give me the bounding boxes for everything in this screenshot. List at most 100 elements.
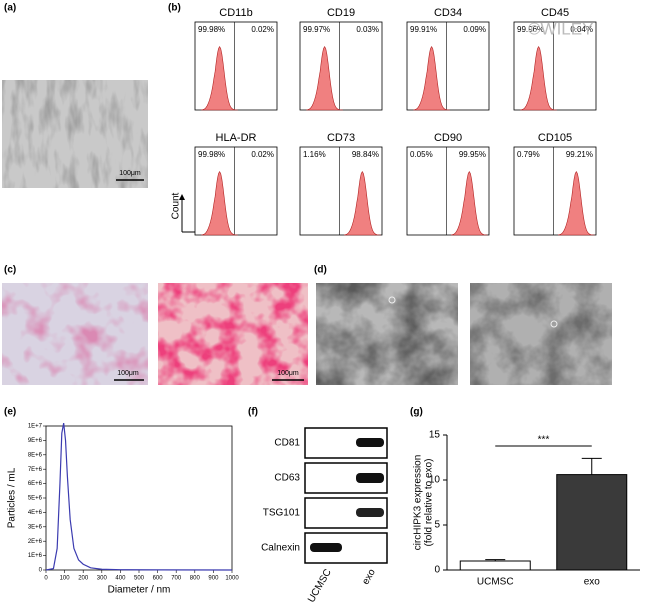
panel-label: (f)	[248, 407, 258, 418]
histogram-frame	[194, 21, 278, 111]
histogram-peak	[450, 171, 488, 236]
tem-d2	[470, 283, 612, 385]
x-tick-label: 100	[60, 576, 71, 582]
protein-label: Calnexin	[261, 543, 300, 554]
lane-label: exo	[360, 567, 378, 587]
gate-percent: 1.16%	[303, 150, 326, 159]
protein-label: CD63	[274, 473, 300, 484]
lane-label: UCMSC	[306, 567, 334, 604]
x-tick-label: exo	[584, 577, 601, 588]
y-tick-label: 10	[429, 475, 441, 486]
protein-label: CD81	[274, 438, 300, 449]
x-tick-label: 0	[44, 576, 48, 582]
gate-percent: 0.02%	[251, 25, 274, 34]
bar	[556, 474, 628, 571]
y-axis-label: circHIPK3 expression	[413, 455, 424, 551]
size-distribution-line	[45, 423, 233, 571]
panel-label: (g)	[410, 407, 423, 418]
y-tick-label: 15	[429, 430, 441, 441]
marker-title: CD105	[538, 132, 572, 144]
histogram-peak	[201, 46, 238, 111]
marker-title: HLA-DR	[216, 132, 257, 144]
gate-percent: 98.84%	[352, 150, 379, 159]
gate-percent: 0.03%	[356, 25, 379, 34]
panel-label: (e)	[4, 407, 16, 418]
y-tick-label: 8E+6	[28, 452, 43, 458]
histogram-peak	[201, 171, 238, 236]
panel-label: (b)	[168, 3, 181, 14]
gate-percent: 99.97%	[303, 25, 330, 34]
x-tick-label: 900	[208, 576, 219, 582]
y-tick-label: 5	[434, 520, 440, 531]
micrograph-a: 100μm	[2, 80, 148, 188]
y-tick-label: 1E+7	[28, 424, 43, 430]
gate-percent: 99.91%	[410, 25, 437, 34]
x-tick-label: 400	[115, 576, 126, 582]
scale-bar-label: 100μm	[117, 370, 139, 377]
gate-percent: 0.05%	[410, 150, 433, 159]
micrograph-c1: 100μm	[2, 283, 148, 385]
y-tick-label: 3E+6	[28, 524, 43, 530]
panel-label: (c)	[4, 265, 16, 276]
y-tick-label: 0	[434, 565, 440, 576]
x-tick-label: 700	[171, 576, 182, 582]
flow-histograms: CD11b 99.98% 0.02% CD19 99.97% 0.03% CD34 99.91…	[194, 7, 597, 236]
x-tick-label: 300	[97, 576, 108, 582]
gate-percent: 0.09%	[463, 25, 486, 34]
y-tick-label: 6E+6	[28, 481, 43, 487]
x-tick-label: 800	[190, 576, 201, 582]
gate-percent: 0.04%	[570, 25, 593, 34]
marker-title: CD90	[434, 132, 462, 144]
nta-chart: 0 1E+6 2E+6 3E+6 4E+6 5E+6 6E+6 7E+6 8E+6 9E+6 1E+…	[7, 423, 239, 596]
y-tick-label: 0	[39, 568, 43, 574]
gate-percent: 0.79%	[517, 150, 540, 159]
error-bar	[581, 457, 602, 475]
x-axis-label: Diameter / nm	[108, 585, 171, 596]
gate-percent: 99.95%	[459, 150, 486, 159]
x-tick-label: 200	[78, 576, 89, 582]
error-bar	[485, 559, 506, 561]
watermark: ©WILEY	[528, 19, 593, 38]
x-tick-label: 600	[153, 576, 164, 582]
gate-percent: 99.98%	[198, 150, 225, 159]
histogram-peak	[413, 46, 450, 111]
y-tick-label: 9E+6	[28, 438, 43, 444]
x-tick-label: 1000	[225, 576, 239, 582]
y-tick-label: 1E+6	[28, 553, 43, 559]
histogram-peak	[343, 171, 381, 236]
protein-label: TSG101	[263, 508, 301, 519]
histogram-peak	[520, 46, 557, 111]
histogram-frame	[194, 146, 278, 236]
western-blot	[304, 427, 388, 564]
y-axis-label: (fold relative to exo)	[424, 459, 435, 547]
gate-percent: 0.02%	[251, 150, 274, 159]
x-tick-label: 500	[134, 576, 145, 582]
histogram-frame	[299, 21, 383, 111]
marker-title: CD34	[434, 7, 462, 19]
scale-bar-label: 100μm	[119, 170, 141, 177]
scale-bar-label: 100μm	[277, 370, 299, 377]
bar-chart: 0 5 10 15 UCMSC exo *** circHIPK3 expression (fo…	[413, 430, 640, 588]
y-tick-label: 4E+6	[28, 510, 43, 516]
y-tick-label: 7E+6	[28, 467, 43, 473]
axis-label: Count	[171, 192, 182, 219]
marker-title: CD19	[327, 7, 355, 19]
x-tick-label: UCMSC	[477, 577, 514, 588]
bar	[459, 560, 531, 571]
histogram-peak	[557, 171, 595, 236]
y-tick-label: 2E+6	[28, 539, 43, 545]
marker-title: CD11b	[219, 7, 252, 19]
y-tick-label: 5E+6	[28, 496, 43, 502]
marker-title: CD45	[541, 7, 569, 19]
micrograph-c2: 100μm	[158, 283, 308, 385]
gate-percent: 99.98%	[198, 25, 225, 34]
y-axis-label: Particles / mL	[7, 467, 18, 528]
marker-title: CD73	[327, 132, 355, 144]
gate-percent: 99.21%	[566, 150, 593, 159]
tem-d1	[316, 283, 458, 385]
panel-label: (d)	[314, 265, 327, 276]
histogram-peak	[306, 46, 343, 111]
histogram-frame	[406, 21, 490, 111]
panel-label: (a)	[4, 3, 16, 14]
